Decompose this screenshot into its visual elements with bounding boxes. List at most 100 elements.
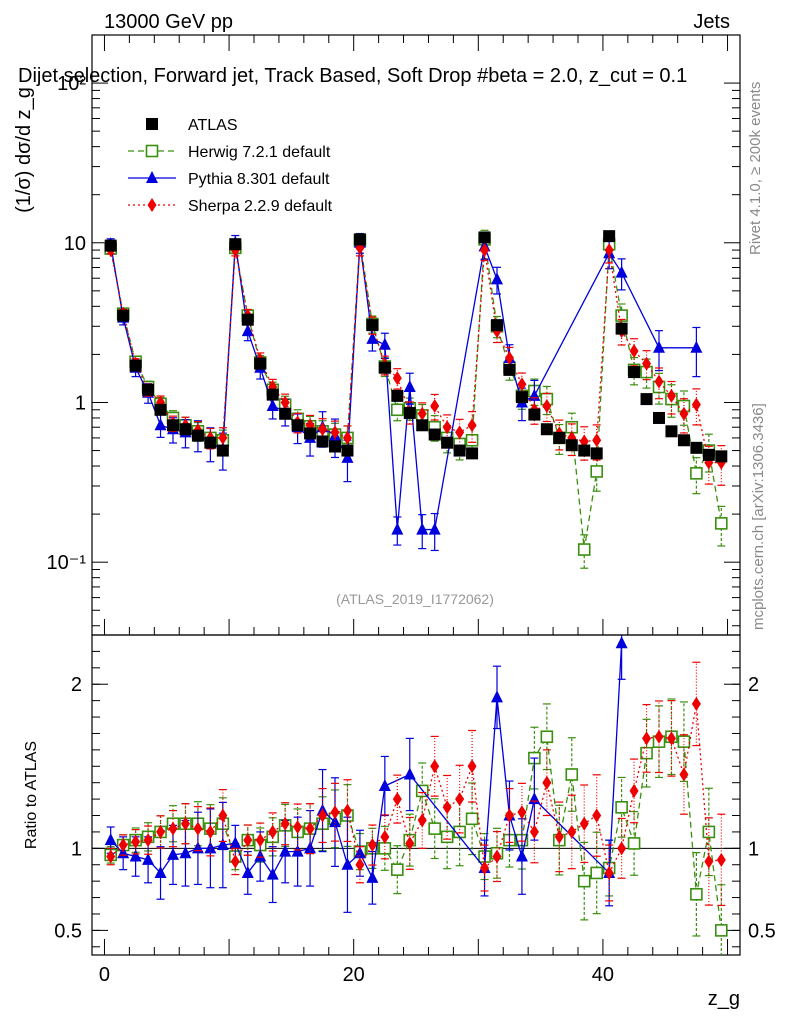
ratio-point-sherpa xyxy=(442,800,452,815)
main-point-herwig xyxy=(615,309,628,322)
ratio-point-sherpa xyxy=(143,833,153,848)
main-point-sherpa xyxy=(691,397,701,412)
main-line-pythia xyxy=(110,242,697,531)
ratio-point-pythia xyxy=(366,870,379,883)
ratio-ytick-label: 2 xyxy=(71,674,82,696)
ratio-point-sherpa xyxy=(156,824,166,839)
main-point-atlas xyxy=(603,230,616,243)
main-point-atlas xyxy=(565,439,578,452)
main-point-sherpa xyxy=(629,344,639,359)
category-label: Jets xyxy=(693,11,730,33)
ratio-point-sherpa xyxy=(467,759,477,774)
ratio-point-pythia xyxy=(515,849,528,862)
main-point-atlas xyxy=(491,319,503,332)
main-point-herwig xyxy=(690,467,703,480)
main-point-herwig xyxy=(391,403,404,417)
ratio-point-pythia xyxy=(142,852,155,865)
ratio-point-sherpa xyxy=(293,820,303,834)
main-ytick-label: 10⁻¹ xyxy=(47,552,87,574)
ratio-point-sherpa xyxy=(579,816,589,831)
ratio-point-sherpa xyxy=(629,783,639,798)
main-point-sherpa xyxy=(642,356,652,371)
main-point-atlas xyxy=(254,357,267,370)
ratio-ytick-label: 0.5 xyxy=(54,920,82,942)
ratio-point-pythia xyxy=(204,841,217,854)
main-point-atlas xyxy=(715,450,728,463)
main-point-atlas xyxy=(279,407,292,420)
ratio-point-sherpa xyxy=(504,808,514,823)
main-point-sherpa xyxy=(467,418,477,433)
main-point-atlas xyxy=(466,447,479,460)
main-point-atlas xyxy=(341,444,354,457)
x-tick-label: 0 xyxy=(99,964,110,986)
main-point-pythia xyxy=(403,380,416,393)
main-point-atlas xyxy=(353,233,366,246)
main-point-atlas xyxy=(117,309,130,322)
ratio-point-sherpa xyxy=(554,829,564,844)
main-point-pythia xyxy=(653,340,665,353)
ratio-point-pythia xyxy=(254,849,267,862)
main-point-sherpa xyxy=(430,399,440,414)
main-point-sherpa xyxy=(604,243,614,258)
main-point-atlas xyxy=(690,441,703,454)
ratio-point-pythia xyxy=(378,778,391,791)
ratio-point-sherpa xyxy=(367,838,377,853)
main-point-atlas xyxy=(391,389,404,402)
energy-label: 13000 GeV pp xyxy=(104,11,233,33)
main-point-atlas xyxy=(403,406,416,419)
ratio-point-sherpa xyxy=(666,731,676,746)
main-point-atlas xyxy=(665,425,678,438)
ratio-ytick-label-right: 2 xyxy=(748,674,759,696)
main-point-atlas xyxy=(104,239,117,252)
legend-marker-sherpa xyxy=(147,198,157,212)
main-point-sherpa xyxy=(517,377,527,392)
main-ytick-label: 1 xyxy=(75,392,86,414)
ratio-point-pythia xyxy=(229,836,242,849)
main-point-atlas xyxy=(628,366,641,379)
main-point-atlas xyxy=(453,444,466,457)
main-point-sherpa xyxy=(392,371,402,386)
ratio-point-pythia xyxy=(491,690,503,703)
ratio-point-sherpa xyxy=(405,836,415,851)
main-point-herwig xyxy=(715,517,728,530)
ratio-point-sherpa xyxy=(679,767,689,782)
ratio-point-sherpa xyxy=(592,808,602,823)
ratio-point-sherpa xyxy=(131,834,141,849)
ratio-point-pythia xyxy=(279,844,292,857)
ratio-point-sherpa xyxy=(642,731,652,746)
ratio-ylabel: Ratio to ATLAS xyxy=(23,741,40,849)
main-point-sherpa xyxy=(654,374,664,389)
ratio-point-pythia xyxy=(104,833,117,846)
ratio-ytick-label-right: 1 xyxy=(748,838,759,860)
main-point-atlas xyxy=(366,319,379,332)
ratio-point-sherpa xyxy=(106,849,116,864)
main-line-herwig xyxy=(110,239,722,550)
main-point-sherpa xyxy=(504,350,514,365)
main-point-sherpa xyxy=(280,395,290,410)
main-point-atlas xyxy=(216,444,229,457)
ratio-point-sherpa xyxy=(654,729,664,744)
legend-marker-herwig xyxy=(145,144,159,158)
ratio-point-sherpa xyxy=(318,808,328,823)
main-point-atlas xyxy=(204,436,217,449)
main-point-pythia xyxy=(366,331,379,344)
ratio-ytick-label-right: 0.5 xyxy=(748,920,776,942)
ratio-point-pythia xyxy=(179,846,192,859)
mcplots-label: mcplots.cern.ch [arXiv:1306.3436] xyxy=(750,403,767,630)
ratio-point-herwig xyxy=(590,866,603,880)
main-point-atlas xyxy=(229,238,242,251)
main-point-sherpa xyxy=(592,433,602,448)
main-point-herwig xyxy=(577,543,591,556)
ratio-ytick-label: 1 xyxy=(71,838,82,860)
main-point-atlas xyxy=(702,448,715,461)
legend-label-atlas: ATLAS xyxy=(188,117,238,134)
ratio-point-sherpa xyxy=(330,805,340,820)
legend-marker-atlas xyxy=(146,118,158,130)
ratio-point-sherpa xyxy=(517,805,527,820)
main-point-sherpa xyxy=(417,406,427,421)
main-point-pythia xyxy=(241,324,254,337)
main-ytick-label: 10 xyxy=(64,233,86,255)
main-point-sherpa xyxy=(342,430,352,445)
ratio-point-pythia xyxy=(615,636,628,649)
